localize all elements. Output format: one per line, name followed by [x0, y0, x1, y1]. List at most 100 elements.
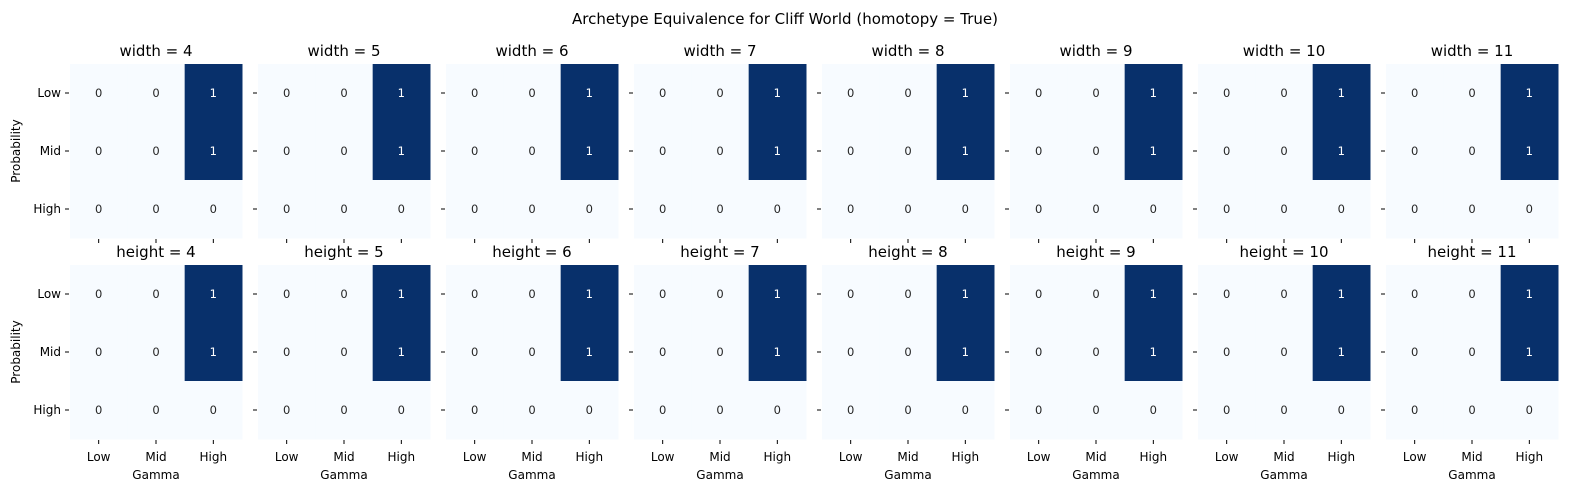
- cell-value-label: 0: [152, 86, 159, 100]
- heatmap-panel: width = 10 0 0 1 0 0 1 0 0 0: [1193, 42, 1371, 243]
- cell-value-label: 1: [398, 345, 405, 359]
- cell-value-label: 0: [1280, 202, 1287, 216]
- heatmap-cell: [1067, 122, 1126, 181]
- heatmap-cell: [503, 265, 562, 324]
- cell-value-label: 1: [962, 86, 969, 100]
- heatmap-cell: [1386, 180, 1444, 239]
- cell-value-label: 1: [398, 287, 405, 301]
- x-tick-label: Mid: [1461, 450, 1482, 464]
- cell-value-label: 0: [659, 86, 666, 100]
- x-axis-label: Gamma: [132, 468, 179, 482]
- cell-value-label: 1: [1150, 345, 1157, 359]
- x-tick-label: Low: [275, 450, 299, 464]
- heatmap-cell: [560, 64, 619, 123]
- heatmap-cell: [748, 64, 807, 123]
- cell-value-label: 0: [847, 86, 854, 100]
- cell-value-label: 0: [847, 345, 854, 359]
- y-axis-label: Probability: [9, 320, 23, 383]
- cell-value-label: 1: [586, 287, 593, 301]
- heatmap-cell: [879, 265, 938, 324]
- heatmap-cell: [936, 122, 995, 181]
- x-tick-label: Low: [87, 450, 111, 464]
- cell-value-label: 0: [1411, 403, 1418, 417]
- x-tick-label: High: [764, 450, 792, 464]
- cell-value-label: 0: [962, 202, 969, 216]
- x-tick-label: High: [1516, 450, 1544, 464]
- panel-title: height = 10: [1239, 243, 1328, 261]
- heatmap-cell: [1124, 122, 1183, 181]
- cell-value-label: 0: [283, 287, 290, 301]
- heatmap-panel: width = 7 0 0 1 0 0 1 0 0 0: [629, 42, 807, 243]
- heatmap-cell: [1500, 323, 1559, 382]
- heatmap-cell: [127, 381, 186, 440]
- heatmap-panel: width = 8 0 0 1 0 0 1 0 0 0: [817, 42, 995, 243]
- x-tick-label: Mid: [333, 450, 354, 464]
- panel-title: width = 6: [496, 42, 569, 60]
- heatmap-cell: [1386, 122, 1444, 181]
- cell-value-label: 0: [716, 403, 723, 417]
- cell-value-label: 0: [1468, 86, 1475, 100]
- heatmap-cell: [1198, 265, 1256, 324]
- x-tick-label: High: [388, 450, 416, 464]
- x-axis-label: Gamma: [508, 468, 555, 482]
- cell-value-label: 0: [847, 287, 854, 301]
- heatmap-cell: [1386, 381, 1444, 440]
- heatmap-panel: height = 9 0 0 1 0 0 1 0 0 0 Low Mid High Gamma: [1005, 243, 1183, 482]
- cell-value-label: 0: [1280, 287, 1287, 301]
- x-tick-label: Mid: [1085, 450, 1106, 464]
- x-tick-label: Mid: [897, 450, 918, 464]
- heatmap-cell: [446, 122, 504, 181]
- heatmap-cell: [879, 122, 938, 181]
- cell-value-label: 0: [659, 403, 666, 417]
- cell-value-label: 0: [1223, 287, 1230, 301]
- heatmap-cell: [1312, 180, 1371, 239]
- cell-value-label: 0: [95, 403, 102, 417]
- panel-title: width = 5: [308, 42, 381, 60]
- cell-value-label: 1: [210, 86, 217, 100]
- cell-value-label: 1: [962, 287, 969, 301]
- x-tick-label: Mid: [521, 450, 542, 464]
- heatmap-cell: [1067, 323, 1126, 382]
- cell-value-label: 0: [152, 345, 159, 359]
- heatmap-cell: [1198, 64, 1256, 123]
- heatmap-cell: [446, 64, 504, 123]
- heatmap-cell: [184, 381, 243, 440]
- heatmap-cell: [446, 381, 504, 440]
- cell-value-label: 0: [904, 86, 911, 100]
- heatmap-cell: [822, 323, 880, 382]
- heatmap-cell: [1124, 64, 1183, 123]
- heatmap-cell: [372, 265, 431, 324]
- heatmap-panel: width = 6 0 0 1 0 0 1 0 0 0: [441, 42, 619, 243]
- cell-value-label: 0: [1280, 144, 1287, 158]
- cell-value-label: 0: [95, 287, 102, 301]
- heatmap-cell: [1443, 180, 1502, 239]
- cell-value-label: 1: [1150, 144, 1157, 158]
- heatmap-cell: [70, 122, 128, 181]
- heatmap-cell: [691, 381, 750, 440]
- cell-value-label: 0: [1468, 345, 1475, 359]
- cell-value-label: 0: [528, 345, 535, 359]
- cell-value-label: 0: [847, 403, 854, 417]
- y-tick-label: High: [33, 202, 61, 216]
- heatmap-cell: [634, 122, 692, 181]
- cell-value-label: 0: [1468, 202, 1475, 216]
- heatmap-cell: [1255, 180, 1314, 239]
- cell-value-label: 1: [210, 287, 217, 301]
- cell-value-label: 0: [1411, 202, 1418, 216]
- heatmap-cell: [879, 64, 938, 123]
- panel-title: height = 11: [1427, 243, 1516, 261]
- x-tick-label: High: [200, 450, 228, 464]
- heatmap-cell: [70, 180, 128, 239]
- heatmap-cell: [691, 265, 750, 324]
- heatmap-cell: [936, 323, 995, 382]
- heatmap-cell: [1255, 122, 1314, 181]
- cell-value-label: 0: [1092, 144, 1099, 158]
- heatmap-cell: [1124, 180, 1183, 239]
- panels-group: width = 40 0 10 0 10 0 0LowMidHighProbabilityw…: [9, 42, 1559, 482]
- heatmap-panel: width = 11 0 0 1 0 0 1 0 0 0: [1381, 42, 1559, 243]
- cell-value-label: 0: [471, 202, 478, 216]
- cell-value-label: 0: [847, 202, 854, 216]
- y-tick-label: Low: [37, 86, 61, 100]
- cell-value-label: 0: [340, 86, 347, 100]
- cell-value-label: 0: [1411, 86, 1418, 100]
